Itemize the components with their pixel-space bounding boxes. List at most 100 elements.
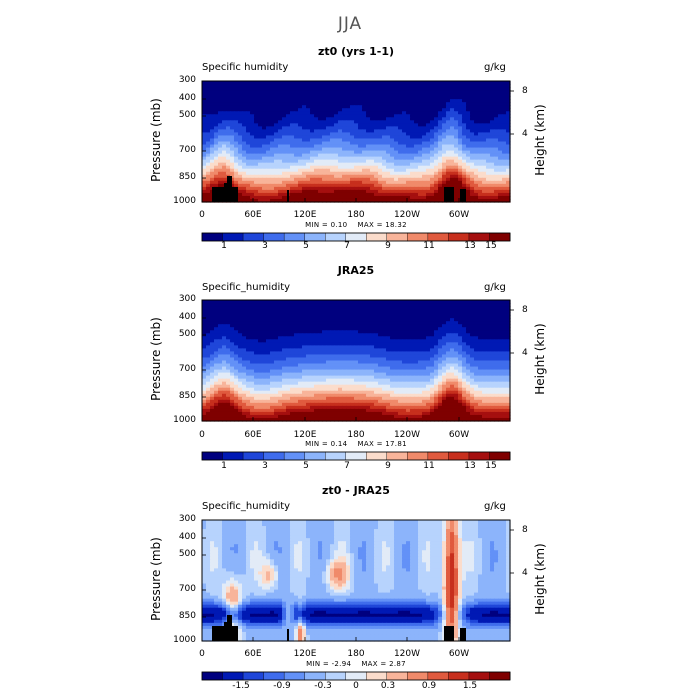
heatmap-cell xyxy=(322,135,327,140)
heatmap-cell xyxy=(306,81,311,85)
heatmap-cell xyxy=(278,342,283,346)
heatmap-cell xyxy=(290,357,295,362)
heatmap-cell xyxy=(226,336,231,340)
heatmap-cell xyxy=(474,123,479,127)
heatmap-cell xyxy=(430,105,435,109)
heatmap-cell xyxy=(474,138,479,143)
heatmap-cell xyxy=(398,303,403,307)
heatmap-cell xyxy=(238,183,243,188)
heatmap-cell xyxy=(494,162,499,167)
heatmap-cell xyxy=(314,369,319,374)
heatmap-cell xyxy=(394,171,399,176)
heatmap-cell xyxy=(430,144,435,149)
heatmap-cell xyxy=(482,159,487,164)
heatmap-cell xyxy=(330,324,335,328)
heatmap-cell xyxy=(226,138,231,143)
heatmap-cell xyxy=(374,135,379,140)
heatmap-cell xyxy=(378,174,383,179)
heatmap-cell xyxy=(402,369,407,374)
heatmap-cell xyxy=(326,168,331,173)
heatmap-cell xyxy=(302,300,307,304)
heatmap-cell xyxy=(270,111,275,115)
heatmap-cell xyxy=(438,348,443,353)
colorbar-swatch xyxy=(407,232,429,242)
heatmap-cell xyxy=(270,141,275,146)
heatmap-cell xyxy=(430,114,435,118)
units-label: g/kg xyxy=(484,282,506,293)
heatmap-cell xyxy=(226,108,231,112)
heatmap-cell xyxy=(402,150,407,155)
heatmap-cell xyxy=(422,168,427,173)
heatmap-cell xyxy=(370,102,375,106)
heatmap-cell xyxy=(326,81,331,85)
heatmap-cell xyxy=(258,327,263,331)
heatmap-cell xyxy=(482,138,487,143)
heatmap-cell xyxy=(370,153,375,158)
heatmap-cell xyxy=(314,309,319,313)
heatmap-cell xyxy=(498,81,503,85)
heatmap-cell xyxy=(454,141,459,146)
heatmap-cell xyxy=(494,150,499,155)
heatmap-cell xyxy=(426,84,431,88)
heatmap-cell xyxy=(390,96,395,100)
heatmap-cell xyxy=(486,342,491,346)
heatmap-cell xyxy=(486,177,491,182)
heatmap-cell xyxy=(386,147,391,152)
heatmap-cell xyxy=(326,315,331,319)
heatmap-cell xyxy=(258,147,263,152)
heatmap-cell xyxy=(406,135,411,140)
heatmap-cell xyxy=(334,147,339,152)
heatmap-cell xyxy=(242,192,247,197)
heatmap-cell xyxy=(258,183,263,188)
heatmap-cell xyxy=(426,306,431,310)
heatmap-cell xyxy=(386,135,391,140)
colorbar-label: 13 xyxy=(464,241,476,251)
heatmap-cell xyxy=(254,348,259,353)
heatmap-cell xyxy=(478,132,483,137)
heatmap-cell xyxy=(246,327,251,331)
heatmap-cell xyxy=(366,186,371,191)
heatmap-cell xyxy=(214,339,219,343)
heatmap-cell xyxy=(378,150,383,155)
heatmap-cell xyxy=(474,84,479,88)
heatmap-cell xyxy=(406,351,411,356)
heatmap-cell xyxy=(286,357,291,362)
heatmap-cell xyxy=(430,165,435,170)
heatmap-cell xyxy=(466,333,471,337)
heatmap-cell xyxy=(470,108,475,112)
heatmap-cell xyxy=(494,327,499,331)
heatmap-cell xyxy=(454,159,459,164)
heatmap-cell xyxy=(270,342,275,346)
heatmap-cell xyxy=(374,90,379,94)
heatmap-cell xyxy=(238,123,243,127)
heatmap-cell xyxy=(490,186,495,191)
heatmap-cell xyxy=(490,123,495,127)
heatmap-cell xyxy=(218,366,223,371)
heatmap-cell xyxy=(282,99,287,103)
heatmap-cell xyxy=(286,129,291,134)
heatmap-cell xyxy=(254,321,259,325)
heatmap-cell xyxy=(394,129,399,134)
colorbar-swatch xyxy=(468,232,490,242)
heatmap-cell xyxy=(382,192,387,197)
heatmap-cell xyxy=(234,129,239,134)
heatmap-cell xyxy=(310,327,315,331)
heatmap-cell xyxy=(474,321,479,325)
heatmap-cell xyxy=(234,354,239,359)
heatmap-cell xyxy=(254,81,259,85)
heatmap-cell xyxy=(234,87,239,91)
heatmap-cell xyxy=(494,186,499,191)
heatmap-cell xyxy=(274,147,279,152)
heatmap-cell xyxy=(470,327,475,331)
heatmap-cell xyxy=(430,366,435,371)
heatmap-cell xyxy=(486,129,491,134)
heatmap-cell xyxy=(430,93,435,97)
heatmap-cell xyxy=(314,168,319,173)
heatmap-cell xyxy=(282,168,287,173)
heatmap-cell xyxy=(218,153,223,158)
heatmap-cell xyxy=(330,126,335,131)
heatmap-cell xyxy=(266,102,271,106)
heatmap-cell xyxy=(494,135,499,140)
heatmap-cell xyxy=(258,156,263,161)
panel-title: zt0 (yrs 1-1) xyxy=(317,45,395,58)
